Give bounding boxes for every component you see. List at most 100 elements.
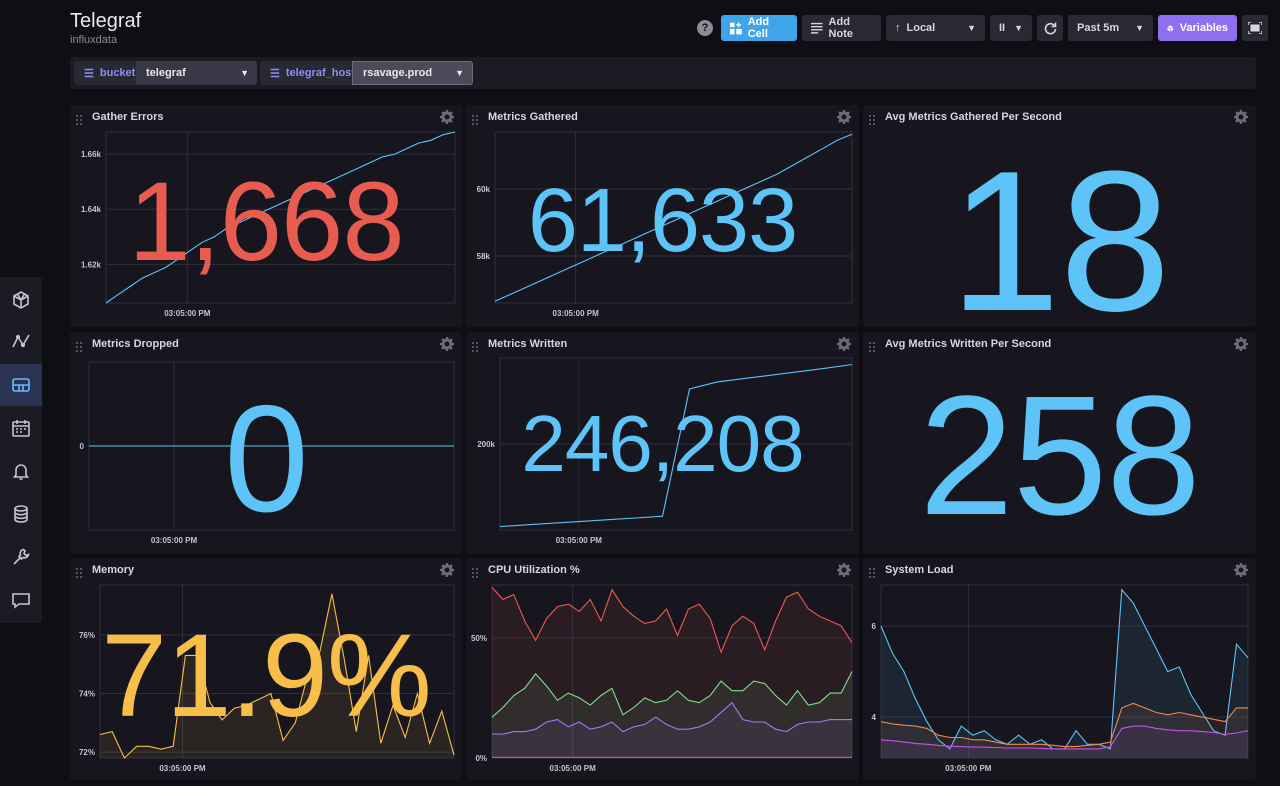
gear-icon[interactable]	[837, 110, 851, 124]
fullscreen-icon	[1248, 22, 1262, 34]
drag-handle-icon[interactable]	[869, 115, 877, 125]
chart-plot: 0 03:05:00 PM	[80, 361, 455, 545]
series-line	[499, 363, 853, 528]
series-line	[491, 587, 853, 654]
drag-handle-icon[interactable]	[472, 342, 480, 352]
drag-handle-icon[interactable]	[472, 568, 480, 578]
add-note-label: Add Note	[828, 16, 853, 40]
refresh-icon	[1044, 22, 1057, 35]
chart-plot: 1.66k 1.64k 1.62k 03:05:00 PM	[81, 131, 456, 318]
gear-icon[interactable]	[440, 563, 454, 577]
nav-alerts[interactable]	[0, 450, 42, 492]
gear-icon[interactable]	[837, 563, 851, 577]
alerts-icon	[12, 464, 30, 480]
x-tick-label: 03:05:00 PM	[159, 764, 206, 773]
cell-title: Avg Metrics Gathered Per Second	[885, 111, 1062, 123]
y-tick-label: 1.64k	[81, 205, 102, 214]
dashboard-cell[interactable]: Avg Metrics Gathered Per Second 18	[863, 105, 1256, 327]
presentation-mode-button[interactable]	[1242, 15, 1268, 41]
refresh-button[interactable]	[1037, 15, 1063, 41]
dashboard-cell[interactable]: Metrics Gathered 60k 58k 03:05:00 PM 61,633	[466, 105, 859, 327]
drag-handle-icon[interactable]	[76, 568, 84, 578]
nav-settings[interactable]	[0, 536, 42, 578]
nav-dashboards[interactable]	[0, 364, 42, 406]
gear-icon[interactable]	[440, 110, 454, 124]
series-line	[492, 701, 852, 735]
cube-icon	[1167, 24, 1174, 32]
dashboard-cell[interactable]: Avg Metrics Written Per Second 258	[863, 332, 1256, 554]
tasks-icon	[12, 420, 30, 437]
chart-plot: 6 4 03:05:00 PM	[872, 584, 1249, 773]
single-stat-value: 258	[919, 361, 1201, 551]
autorefresh-dropdown[interactable]: II ▼	[990, 15, 1032, 41]
x-tick-label: 03:05:00 PM	[164, 309, 211, 318]
gear-icon[interactable]	[837, 337, 851, 351]
add-note-button[interactable]: Add Note	[802, 15, 881, 41]
variable-label-telegraf-host: ☰ telegraf_host	[260, 61, 355, 85]
y-tick-label: 1.62k	[81, 260, 102, 269]
plot-frame	[99, 584, 455, 759]
drag-handle-icon[interactable]	[76, 342, 84, 352]
variable-value: rsavage.prod	[363, 67, 433, 79]
chevron-down-icon: ▼	[455, 68, 464, 78]
drag-handle-icon[interactable]	[869, 342, 877, 352]
cell-title: Avg Metrics Written Per Second	[885, 338, 1052, 350]
cell-title: Metrics Written	[488, 338, 568, 350]
list-icon: ☰	[270, 67, 280, 80]
add-cell-button[interactable]: Add Cell	[721, 15, 797, 41]
variable-dropdown-telegraf-host[interactable]: rsavage.prod ▼	[352, 61, 473, 85]
y-tick-label: 74%	[79, 689, 95, 698]
x-tick-label: 03:05:00 PM	[945, 764, 992, 773]
dashboard-cell[interactable]: CPU Utilization % 50% 0% 03:05:00 PM	[466, 558, 859, 780]
note-icon	[811, 22, 823, 34]
pause-icon: II	[999, 22, 1006, 34]
dashboards-icon	[12, 378, 30, 392]
variable-value: telegraf	[146, 67, 186, 79]
nav-feedback[interactable]	[0, 579, 42, 621]
gear-icon[interactable]	[1234, 563, 1248, 577]
nav-data-explorer[interactable]	[0, 321, 42, 363]
variable-label-bucket: ☰ bucket	[74, 61, 136, 85]
drag-handle-icon[interactable]	[76, 115, 84, 125]
dashboard-cell[interactable]: Metrics Dropped 0 03:05:00 PM 0	[70, 332, 462, 554]
nav-load-data[interactable]	[0, 493, 42, 535]
nav-tasks[interactable]	[0, 407, 42, 449]
series-area	[492, 671, 852, 758]
plot-frame	[880, 584, 1249, 759]
y-tick-label: 4	[872, 713, 877, 722]
add-cell-label: Add Cell	[747, 16, 770, 40]
timezone-label: Local	[906, 22, 936, 34]
dashboard-cell[interactable]: Metrics Written 200k 03:05:00 PM 246,208	[466, 332, 859, 554]
gear-icon[interactable]	[440, 337, 454, 351]
series-area	[881, 726, 1248, 758]
time-range-dropdown[interactable]: Past 5m ▼	[1068, 15, 1153, 41]
gear-icon[interactable]	[1234, 337, 1248, 351]
nav-home[interactable]	[0, 279, 42, 321]
y-tick-label: 0	[80, 442, 85, 451]
series-line	[99, 593, 455, 759]
y-tick-label: 58k	[477, 252, 491, 261]
y-tick-label: 50%	[471, 634, 487, 643]
drag-handle-icon[interactable]	[472, 115, 480, 125]
dashboard-cell[interactable]: Gather Errors 1.66k 1.64k 1.62k 03:05:00 PM 1…	[70, 105, 462, 327]
data-explorer-icon	[12, 334, 30, 348]
nav-sidebar	[0, 277, 42, 623]
y-tick-label: 200k	[477, 440, 495, 449]
cell-title: System Load	[885, 564, 954, 576]
variables-label: Variables	[1179, 22, 1228, 34]
variables-button[interactable]: Variables	[1158, 15, 1237, 41]
variable-dropdown-bucket[interactable]: telegraf ▼	[136, 61, 257, 85]
dashboard-cell[interactable]: System Load 6 4 03:05:00 PM	[863, 558, 1256, 780]
page-title: Telegraf	[70, 10, 142, 32]
drag-handle-icon[interactable]	[869, 568, 877, 578]
help-icon[interactable]: ?	[697, 20, 713, 36]
series-line	[105, 131, 456, 304]
feedback-icon	[12, 593, 30, 609]
timezone-dropdown[interactable]: ↑ Local ▼	[886, 15, 985, 41]
x-tick-label: 03:05:00 PM	[151, 536, 198, 545]
dashboard-cell[interactable]: Memory 76% 74% 72% 03:05:00 PM 71.9%	[70, 558, 462, 780]
gear-icon[interactable]	[1234, 110, 1248, 124]
y-tick-label: 6	[872, 622, 877, 631]
x-tick-label: 03:05:00 PM	[556, 536, 603, 545]
variables-control-bar: ☰ bucket telegraf ▼ ☰ telegraf_host rsav…	[70, 57, 1256, 89]
